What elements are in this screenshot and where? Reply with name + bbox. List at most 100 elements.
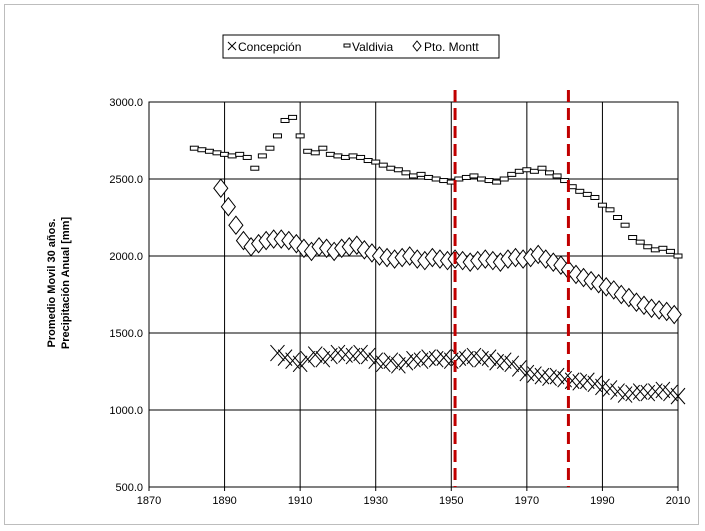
- valdivia-point: [650, 247, 660, 253]
- valdivia-point: [333, 153, 343, 159]
- concepcion-point: [375, 355, 391, 373]
- valdivia-point: [507, 171, 517, 177]
- y-tick-label: 1500.0: [109, 328, 143, 340]
- legend-label-valdivia: Valdivia: [352, 40, 393, 54]
- valdivia-point: [393, 167, 403, 173]
- valdivia-point: [529, 168, 539, 174]
- concepcion-point: [338, 346, 353, 363]
- y-tick-label: 1000.0: [109, 405, 143, 417]
- valdivia-point: [227, 153, 237, 159]
- plot-layer: 500.0 1000.0 1500.0 2000.0 2500.0 3000.0 1870 1…: [109, 90, 690, 507]
- valdivia-point: [348, 153, 358, 159]
- x-tick-label: 1930: [363, 495, 387, 507]
- legend-marker-diamond-icon: [412, 40, 422, 52]
- valdivia-point: [197, 147, 207, 153]
- valdivia-point: [545, 170, 555, 176]
- concepcion-point: [542, 369, 557, 386]
- legend-item-pto-montt: Pto. Montt: [412, 40, 479, 54]
- valdivia-point: [582, 191, 592, 197]
- legend-item-concepcion: Concepción: [227, 40, 301, 54]
- valdivia-point: [257, 153, 267, 159]
- valdivia-point: [189, 145, 199, 151]
- concepcion-point: [307, 346, 323, 363]
- concepcion-point: [610, 383, 625, 400]
- legend-item-valdivia: Valdivia: [343, 40, 393, 54]
- concepcion-point: [322, 347, 338, 365]
- valdivia-point: [635, 239, 645, 245]
- concepcion-point: [315, 350, 331, 368]
- valdivia-point: [522, 167, 532, 173]
- valdivia-point: [461, 174, 471, 180]
- valdivia-point: [613, 215, 623, 220]
- valdivia-point: [220, 151, 230, 157]
- valdivia-point: [303, 148, 313, 154]
- valdivia-point: [409, 173, 418, 179]
- series-diamond: [213, 178, 682, 325]
- concepcion-point: [572, 373, 588, 391]
- concepcion-point: [496, 352, 512, 370]
- montt-point: [621, 287, 637, 308]
- concepcion-point: [655, 381, 671, 399]
- concepcion-point: [360, 347, 376, 365]
- valdivia-point: [378, 162, 388, 168]
- valdivia-point: [665, 248, 675, 254]
- valdivia-point: [363, 158, 373, 164]
- concepcion-point: [587, 375, 603, 393]
- valdivia-point: [288, 114, 298, 120]
- concepcion-point: [640, 384, 656, 402]
- valdivia-point: [295, 133, 305, 139]
- concepcion-point: [277, 349, 293, 366]
- x-tick-label: 2010: [666, 495, 690, 507]
- concepcion-point: [391, 357, 406, 374]
- valdivia-point: [416, 171, 426, 177]
- concepcion-point: [436, 349, 452, 366]
- valdivia-point: [424, 174, 434, 180]
- x-tick-label: 1970: [515, 495, 539, 507]
- valdivia-point: [537, 165, 547, 171]
- concepcion-point: [549, 367, 565, 385]
- x-tick-label: 1990: [590, 495, 614, 507]
- concepcion-point: [300, 350, 316, 368]
- valdivia-point: [658, 245, 668, 251]
- concepcion-point: [383, 352, 399, 370]
- valdivia-point: [265, 145, 275, 151]
- valdivia-point: [310, 150, 320, 156]
- legend-marker-rect-icon: [343, 43, 351, 48]
- concepcion-point: [489, 353, 505, 371]
- chart-area: Concepción Valdivia Pto. Montt Promedio …: [4, 4, 699, 525]
- concepcion-point: [285, 352, 300, 370]
- valdivia-point: [597, 202, 607, 208]
- montt-point: [213, 178, 229, 199]
- valdivia-point: [431, 176, 441, 182]
- y-tick-label: 500.0: [115, 482, 143, 494]
- concepcion-point: [534, 367, 550, 385]
- y-tick-label: 2000.0: [109, 251, 143, 263]
- concepcion-point: [353, 344, 368, 362]
- valdivia-point: [242, 154, 252, 160]
- concepcion-point: [398, 353, 414, 371]
- concepcion-point: [459, 350, 474, 368]
- valdivia-point: [439, 178, 449, 184]
- valdivia-point: [492, 179, 502, 185]
- montt-point: [530, 244, 546, 265]
- valdivia-point: [552, 173, 562, 179]
- legend-label-pto-montt: Pto. Montt: [424, 40, 479, 54]
- concepcion-point: [292, 355, 308, 373]
- concepcion-point: [413, 352, 429, 370]
- valdivia-point: [590, 194, 600, 200]
- concepcion-point: [579, 372, 595, 390]
- concepcion-point: [602, 380, 618, 397]
- valdivia-point: [620, 222, 630, 228]
- x-tick-label: 1890: [212, 495, 236, 507]
- montt-point: [228, 215, 244, 236]
- valdivia-point: [605, 207, 615, 213]
- valdivia-point: [469, 173, 479, 179]
- concepcion-point: [481, 349, 497, 366]
- valdivia-point: [250, 165, 260, 171]
- concepcion-point: [625, 384, 641, 402]
- y-axis-label-line-2: Precipitación Anual [mm]: [60, 217, 72, 350]
- valdivia-point: [477, 176, 487, 182]
- valdivia-point: [628, 235, 638, 241]
- concepcion-point: [663, 384, 678, 402]
- concepcion-point: [270, 344, 285, 362]
